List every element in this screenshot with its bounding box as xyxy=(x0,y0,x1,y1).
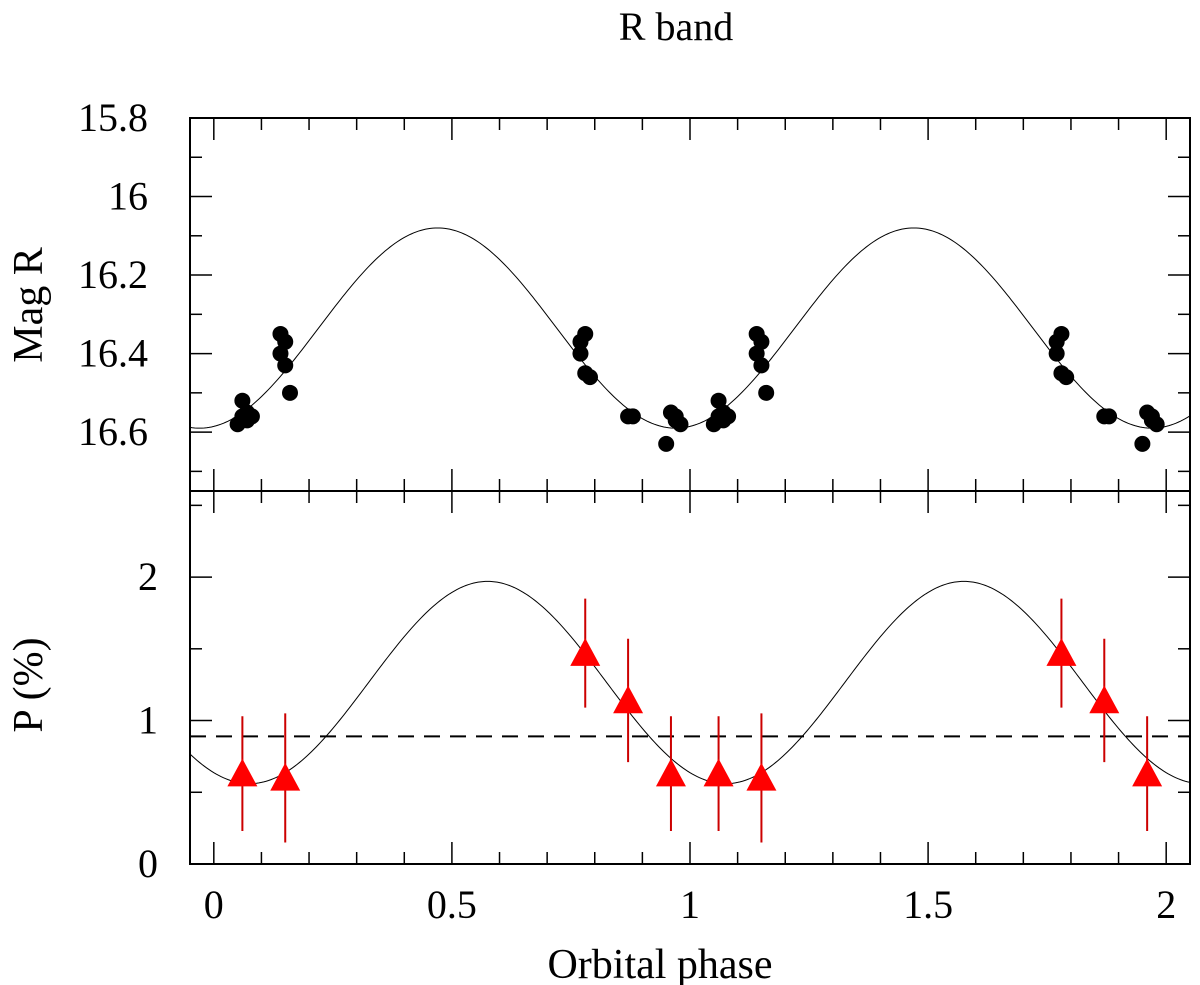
bottom-panel-ticks xyxy=(190,491,1190,865)
magnitude-point xyxy=(582,369,598,386)
chart-title: R band xyxy=(619,4,733,49)
y-tick-label: 0 xyxy=(138,841,158,886)
magnitude-point xyxy=(1048,345,1065,362)
magnitude-point xyxy=(1101,408,1118,425)
polarization-points xyxy=(227,598,1163,843)
magnitude-point xyxy=(720,408,737,425)
top-panel-y-tick-labels: 15.8 16 16.2 16.4 16.6 xyxy=(78,95,148,454)
y-tick-label: 2 xyxy=(138,554,158,599)
x-tick-label: 1 xyxy=(680,882,700,927)
y-tick-label: 16 xyxy=(108,174,148,219)
x-axis-label: Orbital phase xyxy=(547,942,772,985)
polarization-point xyxy=(227,758,258,787)
magnitude-point xyxy=(1143,412,1160,429)
polarization-point xyxy=(1132,758,1163,787)
top-panel-frame xyxy=(189,117,1191,492)
magnitude-point xyxy=(277,357,294,374)
magnitude-point xyxy=(758,384,775,401)
top-y-axis-label: Mag R xyxy=(6,247,52,363)
polarization-point xyxy=(270,762,301,791)
x-tick-label: 2 xyxy=(1156,882,1176,927)
magnitude-point xyxy=(658,435,675,452)
polarization-point xyxy=(1046,638,1077,666)
bottom-panel-frame xyxy=(189,490,1191,865)
bottom-panel-y-tick-labels: 0 1 2 xyxy=(138,554,158,886)
bottom-panel: 0 1 2 0 0.5 1 1.5 2 P (%) Orbital phase xyxy=(6,490,1191,985)
polarization-point xyxy=(570,638,601,666)
magnitude-point xyxy=(572,333,589,350)
magnitude-point xyxy=(572,345,589,362)
magnitude-point xyxy=(243,408,260,425)
bottom-y-axis-label: P (%) xyxy=(6,637,52,732)
magnitude-point xyxy=(624,408,641,425)
polarization-point xyxy=(1089,685,1120,714)
top-panel-ticks xyxy=(190,117,1190,491)
y-tick-label: 1 xyxy=(138,698,158,743)
magnitude-points xyxy=(229,325,1165,452)
x-tick-label: 0 xyxy=(204,882,224,927)
polarization-model-curve xyxy=(189,580,1191,785)
polarization-point xyxy=(746,762,777,791)
magnitude-point xyxy=(667,412,684,429)
magnitude-model-curve xyxy=(189,227,1191,429)
y-tick-label: 15.8 xyxy=(78,95,148,140)
magnitude-point xyxy=(1048,333,1065,350)
y-tick-label: 16.2 xyxy=(78,252,148,297)
magnitude-point xyxy=(1134,435,1151,452)
y-tick-label: 16.6 xyxy=(78,409,148,454)
magnitude-point xyxy=(282,384,298,401)
magnitude-point xyxy=(1058,369,1075,386)
polarization-point xyxy=(655,758,686,787)
top-panel: 15.8 16 16.2 16.4 16.6 Mag R xyxy=(6,95,1191,492)
magnitude-point xyxy=(753,357,770,374)
x-tick-labels: 0 0.5 1 1.5 2 xyxy=(204,882,1176,927)
x-tick-label: 0.5 xyxy=(427,882,477,927)
polarization-point xyxy=(613,685,644,714)
y-tick-label: 16.4 xyxy=(78,331,148,376)
polarization-point xyxy=(703,758,734,787)
x-tick-label: 1.5 xyxy=(903,882,953,927)
